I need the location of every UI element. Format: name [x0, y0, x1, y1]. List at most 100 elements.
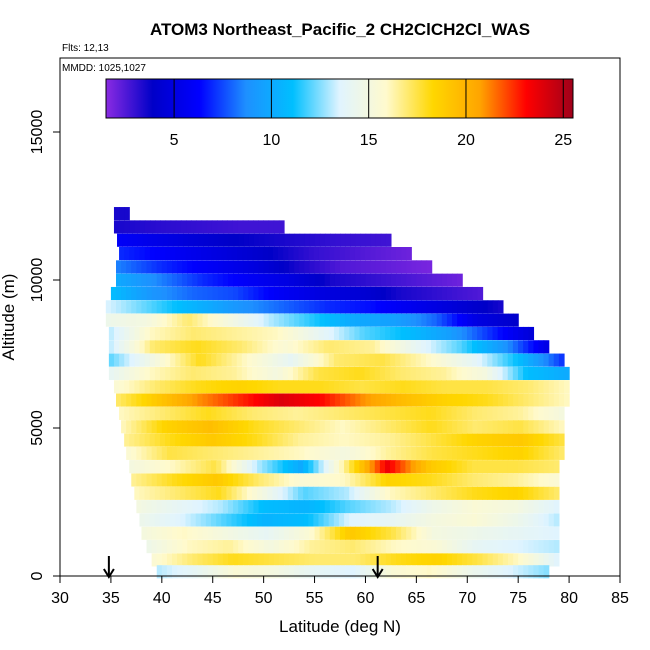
heat-cell [472, 393, 479, 407]
heat-cell [144, 366, 151, 381]
heat-cell [456, 486, 463, 500]
heat-cell [238, 420, 244, 434]
heat-cell [216, 380, 222, 394]
heat-cell [395, 460, 401, 474]
heat-cell [146, 540, 153, 554]
heat-cell [451, 406, 458, 420]
heat-cell [161, 420, 168, 434]
heat-cell [233, 473, 239, 487]
heat-cell [185, 366, 192, 381]
heat-cell [165, 380, 171, 394]
heat-cell [324, 393, 331, 407]
heat-cell [426, 526, 433, 540]
heat-cell [396, 300, 402, 314]
heat-cell [243, 273, 249, 287]
heat-cell [538, 460, 545, 474]
heat-cell [365, 393, 372, 407]
heat-cell [543, 486, 550, 500]
heat-cell [251, 513, 258, 527]
heat-cell [238, 273, 244, 287]
heat-cell [471, 353, 478, 367]
heat-cell [436, 500, 443, 514]
x-tick-label: 75 [509, 590, 527, 607]
heat-cell [207, 260, 214, 274]
heat-cell [206, 366, 212, 381]
heat-cell [318, 353, 325, 367]
heat-cell [350, 393, 356, 407]
heat-cell [259, 233, 265, 247]
heat-cell [333, 513, 340, 527]
heat-cell [508, 500, 514, 514]
heat-cell [426, 540, 433, 554]
heat-cell [528, 446, 535, 460]
heat-cell [349, 433, 355, 447]
heat-cell [482, 446, 489, 460]
heat-cell [426, 553, 433, 567]
heat-cell [238, 393, 244, 407]
heat-cell [364, 340, 371, 354]
heat-cell [146, 526, 153, 540]
heat-cell [248, 446, 255, 460]
heat-cell [303, 340, 309, 354]
flight-arrow-head [103, 568, 115, 579]
x-tick-label: 45 [204, 590, 222, 607]
heat-cell [507, 513, 514, 527]
heat-cell [517, 433, 524, 447]
heat-cell [385, 233, 392, 247]
heat-cell [517, 513, 524, 527]
heat-cell [370, 553, 377, 567]
heat-cell [528, 380, 534, 394]
heat-cell [334, 473, 341, 487]
heat-cell [323, 326, 330, 341]
heat-cell [533, 460, 540, 474]
heat-cell [411, 300, 417, 314]
heat-cell [131, 446, 137, 460]
heat-cell [144, 513, 151, 527]
heat-cell [508, 540, 514, 554]
heat-cell [436, 286, 443, 301]
heat-cell [242, 247, 248, 261]
heat-cell [126, 260, 132, 274]
heat-cell [180, 513, 187, 527]
heat-cell [365, 300, 372, 314]
heat-cell [421, 393, 428, 407]
heat-cell [441, 526, 448, 540]
heat-cell [497, 393, 504, 407]
heat-cell [385, 260, 392, 274]
heat-cell [507, 353, 514, 367]
heat-cell [246, 433, 253, 447]
heat-cell [289, 526, 295, 540]
heat-cell [233, 273, 239, 287]
heat-cell [146, 273, 153, 287]
heat-cell [289, 260, 295, 274]
heat-cell [482, 393, 489, 407]
heat-cell [289, 540, 295, 554]
heat-cell [192, 313, 199, 327]
heat-cell [482, 326, 489, 341]
heat-cell [340, 260, 346, 274]
heat-cell [472, 565, 479, 579]
heat-cell [462, 473, 468, 487]
heat-cell [211, 486, 217, 500]
heat-cell [192, 473, 199, 487]
heat-cell [278, 446, 285, 460]
heat-cell [200, 486, 207, 500]
heat-cell [329, 526, 336, 540]
heat-cell [431, 565, 438, 579]
heat-cell [314, 273, 321, 287]
heat-cell [333, 486, 340, 500]
heat-cell [226, 326, 233, 341]
heat-cell [267, 353, 274, 367]
heat-cell [360, 300, 367, 314]
heat-cell [156, 553, 163, 567]
heat-cell [212, 526, 219, 540]
heat-cell [236, 366, 243, 381]
heat-cell [446, 286, 453, 301]
heat-cell [268, 540, 275, 554]
heat-cell [375, 393, 382, 407]
y-tick-label: 0 [29, 571, 46, 580]
heat-cell [406, 393, 412, 407]
x-axis: 30 35 40 45 50 55 60 65 70 75 80 85 [51, 576, 629, 607]
heat-cell [121, 420, 127, 434]
heat-cell [233, 260, 239, 274]
